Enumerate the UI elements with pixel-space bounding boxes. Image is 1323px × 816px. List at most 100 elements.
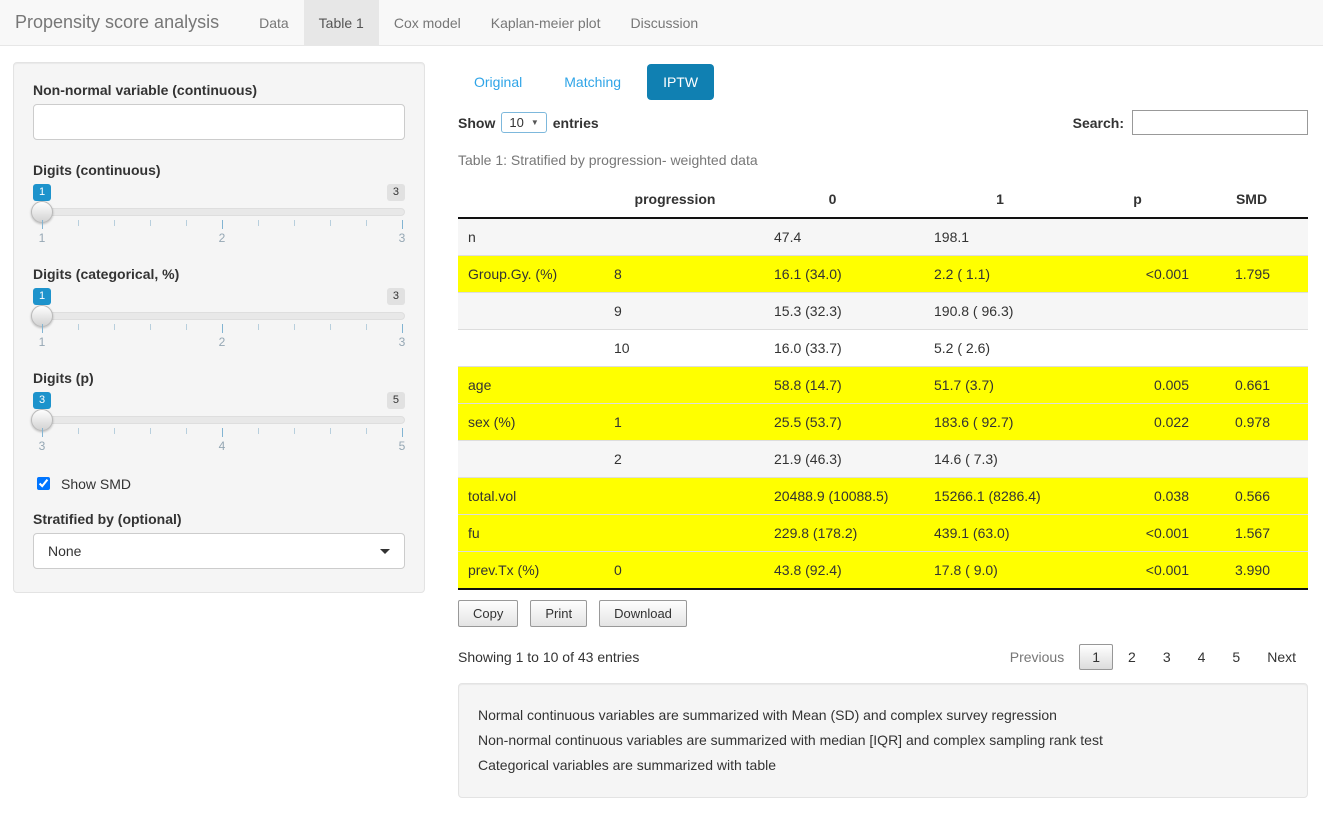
pill-matching[interactable]: Matching (564, 74, 622, 90)
table-cell (1080, 218, 1195, 256)
table-row: Group.Gy. (%) 8 16.1 (34.0) 2.2 ( 1.1) <0.00… (458, 255, 1308, 293)
table-cell (1195, 440, 1308, 478)
tab-cox-model[interactable]: Cox model (393, 14, 461, 31)
slider-grid: 1 2 3 (39, 220, 405, 245)
slider-tick (78, 428, 79, 434)
slider-tick (186, 220, 187, 226)
slider-tick-label: 1 (38, 335, 46, 349)
search-input[interactable] (1132, 110, 1308, 135)
table-cell (1080, 440, 1195, 478)
pill-iptw[interactable]: IPTW (647, 64, 715, 100)
nonnormal-variable-label: Non-normal variable (continuous) (33, 82, 258, 98)
slider-tick (150, 428, 151, 434)
tab-table-1[interactable]: Table 1 (303, 0, 379, 45)
table-cell (605, 514, 745, 552)
slider-digits-continuous[interactable]: 1 3 1 2 3 (31, 184, 405, 245)
slider-tick (186, 324, 187, 330)
pill-original[interactable]: Original (474, 74, 523, 90)
table-cell: 8 (605, 255, 745, 293)
slider-tick (42, 428, 43, 437)
next-button[interactable]: Next (1267, 649, 1296, 665)
slider-group-digits-p: Digits (p) 3 5 3 4 5 (31, 370, 405, 453)
page-button-5[interactable]: 5 (1232, 649, 1241, 665)
table-row: fu 229.8 (178.2) 439.1 (63.0) <0.001 1.567 (458, 514, 1308, 552)
slider-tick (150, 220, 151, 226)
column-header-0: 0 (745, 181, 920, 219)
print-button[interactable]: Print (530, 600, 588, 627)
table-cell: age (458, 366, 605, 404)
column-header-smd: SMD (1195, 181, 1308, 219)
table-cell: 9 (605, 292, 745, 330)
slider-tick (186, 428, 187, 434)
slider-tick-label: 3 (398, 335, 406, 349)
page-button-1[interactable]: 1 (1079, 644, 1114, 670)
table-cell: 20488.9 (10088.5) (745, 477, 920, 515)
slider-digits-categorical[interactable]: 1 3 1 2 3 (31, 288, 405, 349)
table-cell: 439.1 (63.0) (920, 514, 1080, 552)
show-label: Show (458, 114, 496, 131)
page-button-2[interactable]: 2 (1128, 649, 1136, 665)
tab-kaplan-meier-plot[interactable]: Kaplan-meier plot (490, 14, 601, 31)
slider-tick (258, 220, 259, 226)
table-cell: 0.038 (1080, 477, 1195, 515)
slider-track (33, 416, 405, 424)
sidebar-panel: Non-normal variable (continuous) Digits … (13, 62, 425, 593)
table-cell: 25.5 (53.7) (745, 403, 920, 441)
tab-discussion[interactable]: Discussion (630, 14, 699, 31)
entries-select[interactable]: 10 ▼ (501, 112, 547, 133)
stratified-by-label: Stratified by (optional) (33, 511, 182, 527)
slider-value-badge: 3 (33, 392, 52, 409)
table-row: 9 15.3 (32.3) 190.8 ( 96.3) (458, 292, 1308, 330)
column-header-progression: progression (605, 181, 745, 219)
page-button-3[interactable]: 3 (1162, 649, 1171, 665)
column-header-rowname (458, 181, 605, 219)
previous-button[interactable]: Previous (1009, 649, 1065, 665)
show-smd-checkbox[interactable] (37, 477, 50, 490)
nonnormal-variable-input[interactable] (33, 104, 405, 140)
table-cell: 15.3 (32.3) (745, 292, 920, 330)
download-button[interactable]: Download (599, 600, 687, 627)
sliders-section: Digits (continuous) 1 3 1 2 3 Digits (categori… (31, 162, 405, 453)
summary-notes-panel: Normal continuous variables are summariz… (458, 683, 1308, 798)
slider-digits-p[interactable]: 3 5 3 4 5 (31, 392, 405, 453)
slider-tick (222, 324, 223, 333)
slider-grid: 1 2 3 (38, 324, 405, 349)
slider-tick (258, 324, 259, 330)
slider-group-digits-continuous: Digits (continuous) 1 3 1 2 3 (31, 162, 405, 245)
slider-label: Digits (categorical, %) (33, 266, 180, 282)
slider-max-badge: 3 (386, 184, 405, 201)
entries-label: entries (552, 114, 599, 131)
table-footer: Showing 1 to 10 of 43 entries Previous 1 2… (458, 644, 1308, 670)
slider-tick (402, 324, 403, 333)
table-cell: 0.005 (1080, 366, 1195, 404)
slider-tick (114, 220, 115, 226)
copy-button[interactable]: Copy (458, 600, 519, 627)
table-cell: 51.7 (3.7) (920, 366, 1080, 404)
main-panel: Original Matching IPTW Show 10 ▼ entries S… (443, 62, 1308, 798)
table-row: 2 21.9 (46.3) 14.6 ( 7.3) (458, 440, 1308, 478)
slider-tick (402, 220, 403, 229)
entries-length-control: Show 10 ▼ entries (458, 112, 599, 133)
slider-tick (222, 428, 223, 437)
table1: progression 0 1 p SMD n 47.4 198.1 Group.Gy. (%… (458, 181, 1308, 590)
app-title: Propensity score analysis (15, 12, 220, 32)
table-cell: 0.566 (1195, 477, 1308, 515)
table-cell: 1.795 (1195, 255, 1308, 293)
tab-data[interactable]: Data (259, 14, 289, 31)
table-cell: n (458, 218, 605, 256)
stratified-by-select[interactable]: None (33, 533, 405, 569)
table-cell: 229.8 (178.2) (745, 514, 920, 552)
slider-tick (78, 324, 79, 330)
slider-tick (78, 220, 79, 226)
show-smd-label: Show SMD (61, 475, 132, 492)
table-cell: 1 (605, 403, 745, 441)
table-cell: 10 (605, 329, 745, 367)
table-cell (458, 440, 605, 478)
table-cell (1195, 292, 1308, 330)
navbar-tabs: Data Table 1 Cox model Kaplan-meier plot Dis… (244, 0, 713, 45)
slider-grid: 3 4 5 (39, 428, 405, 453)
column-header-1: 1 (920, 181, 1080, 219)
pagination: Previous 1 2 3 4 5 Next (998, 644, 1308, 670)
page-button-4[interactable]: 4 (1197, 649, 1206, 665)
show-smd-checkbox-row[interactable]: Show SMD (33, 474, 405, 493)
